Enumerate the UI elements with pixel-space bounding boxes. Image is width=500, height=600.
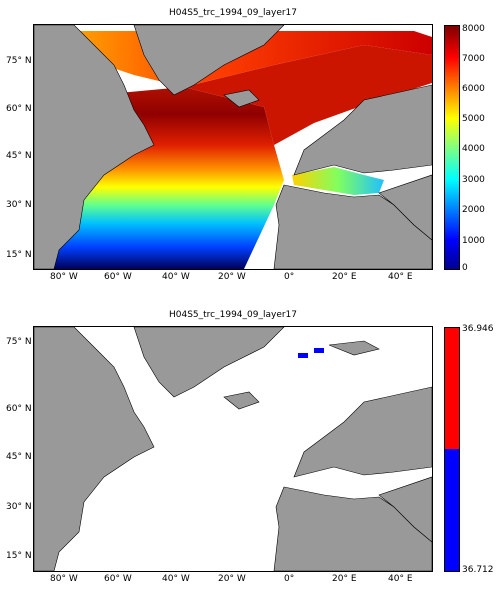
bottom-lon-label-80w: 80° W <box>50 574 78 584</box>
bottom-lon-label-0: 0° <box>284 574 295 584</box>
bottom-lat-label-15: 15° N <box>6 551 32 561</box>
nordic-data-field <box>184 45 432 145</box>
top-lon-label-0: 0° <box>284 272 295 282</box>
top-colorbar-tick-5000: 5000 <box>462 114 485 124</box>
top-lat-label-30: 30° N <box>6 200 32 210</box>
bottom-lat-label-60: 60° N <box>6 404 32 414</box>
top-colorbar-tick-2000: 2000 <box>462 205 485 215</box>
bottom-lon-label-40e: 40° E <box>388 574 413 584</box>
data-cell-blue <box>298 353 308 358</box>
bottom-map-canvas <box>34 327 432 571</box>
svalbard-land <box>328 340 380 356</box>
top-lon-label-20w: 20° W <box>218 272 246 282</box>
top-lat-label-60: 60° N <box>6 104 32 114</box>
bottom-colorbar-top-label: 36.946 <box>462 324 494 334</box>
bottom-colorbar-lower <box>445 449 459 571</box>
bottom-colorbar-bottom-label: 36.712 <box>462 565 494 575</box>
north-america-land <box>34 25 155 269</box>
mediterranean-data-field <box>292 167 384 195</box>
north-america-land <box>34 327 155 571</box>
iceland-land <box>223 391 260 410</box>
bottom-lon-label-20e: 20° E <box>332 574 357 584</box>
top-map-canvas <box>34 25 432 269</box>
bottom-lon-label-20w: 20° W <box>218 574 246 584</box>
data-cell-blue <box>314 348 324 353</box>
top-lat-label-45: 45° N <box>6 151 32 161</box>
middle-east-land <box>378 476 432 543</box>
bottom-map <box>33 326 433 572</box>
top-lon-label-20e: 20° E <box>332 272 357 282</box>
bottom-lat-label-75: 75° N <box>6 337 32 347</box>
bottom-lat-label-30: 30° N <box>6 502 32 512</box>
top-lon-label-60w: 60° W <box>104 272 132 282</box>
bottom-colorbar-upper <box>445 328 459 449</box>
top-colorbar-tick-0: 0 <box>462 263 468 273</box>
top-colorbar-tick-3000: 3000 <box>462 175 485 185</box>
top-colorbar-tick-4000: 4000 <box>462 144 485 154</box>
atlantic-data-field <box>54 87 284 269</box>
bottom-colorbar <box>444 327 460 572</box>
top-colorbar-tick-1000: 1000 <box>462 236 485 246</box>
top-lon-label-40e: 40° E <box>388 272 413 282</box>
bottom-lat-label-45: 45° N <box>6 452 32 462</box>
bottom-lon-label-60w: 60° W <box>104 574 132 584</box>
greenland-land <box>133 327 285 398</box>
europe-land <box>293 84 432 176</box>
top-map-title: H04S5_trc_1994_09_layer17 <box>168 8 298 18</box>
europe-land <box>293 386 432 478</box>
bottom-lon-label-40w: 40° W <box>162 574 190 584</box>
middle-east-land <box>378 174 432 241</box>
top-colorbar <box>444 25 460 270</box>
top-lat-label-15: 15° N <box>6 250 32 260</box>
iceland-land <box>223 89 260 108</box>
top-colorbar-tick-7000: 7000 <box>462 54 485 64</box>
top-lat-label-75: 75° N <box>6 56 32 66</box>
bottom-map-title: H04S5_trc_1994_09_layer17 <box>168 310 298 320</box>
top-colorbar-tick-6000: 6000 <box>462 84 485 94</box>
top-lon-label-80w: 80° W <box>50 272 78 282</box>
top-map <box>33 24 433 270</box>
top-colorbar-tick-8000: 8000 <box>462 24 485 34</box>
top-lon-label-40w: 40° W <box>162 272 190 282</box>
greenland-land <box>133 25 285 96</box>
